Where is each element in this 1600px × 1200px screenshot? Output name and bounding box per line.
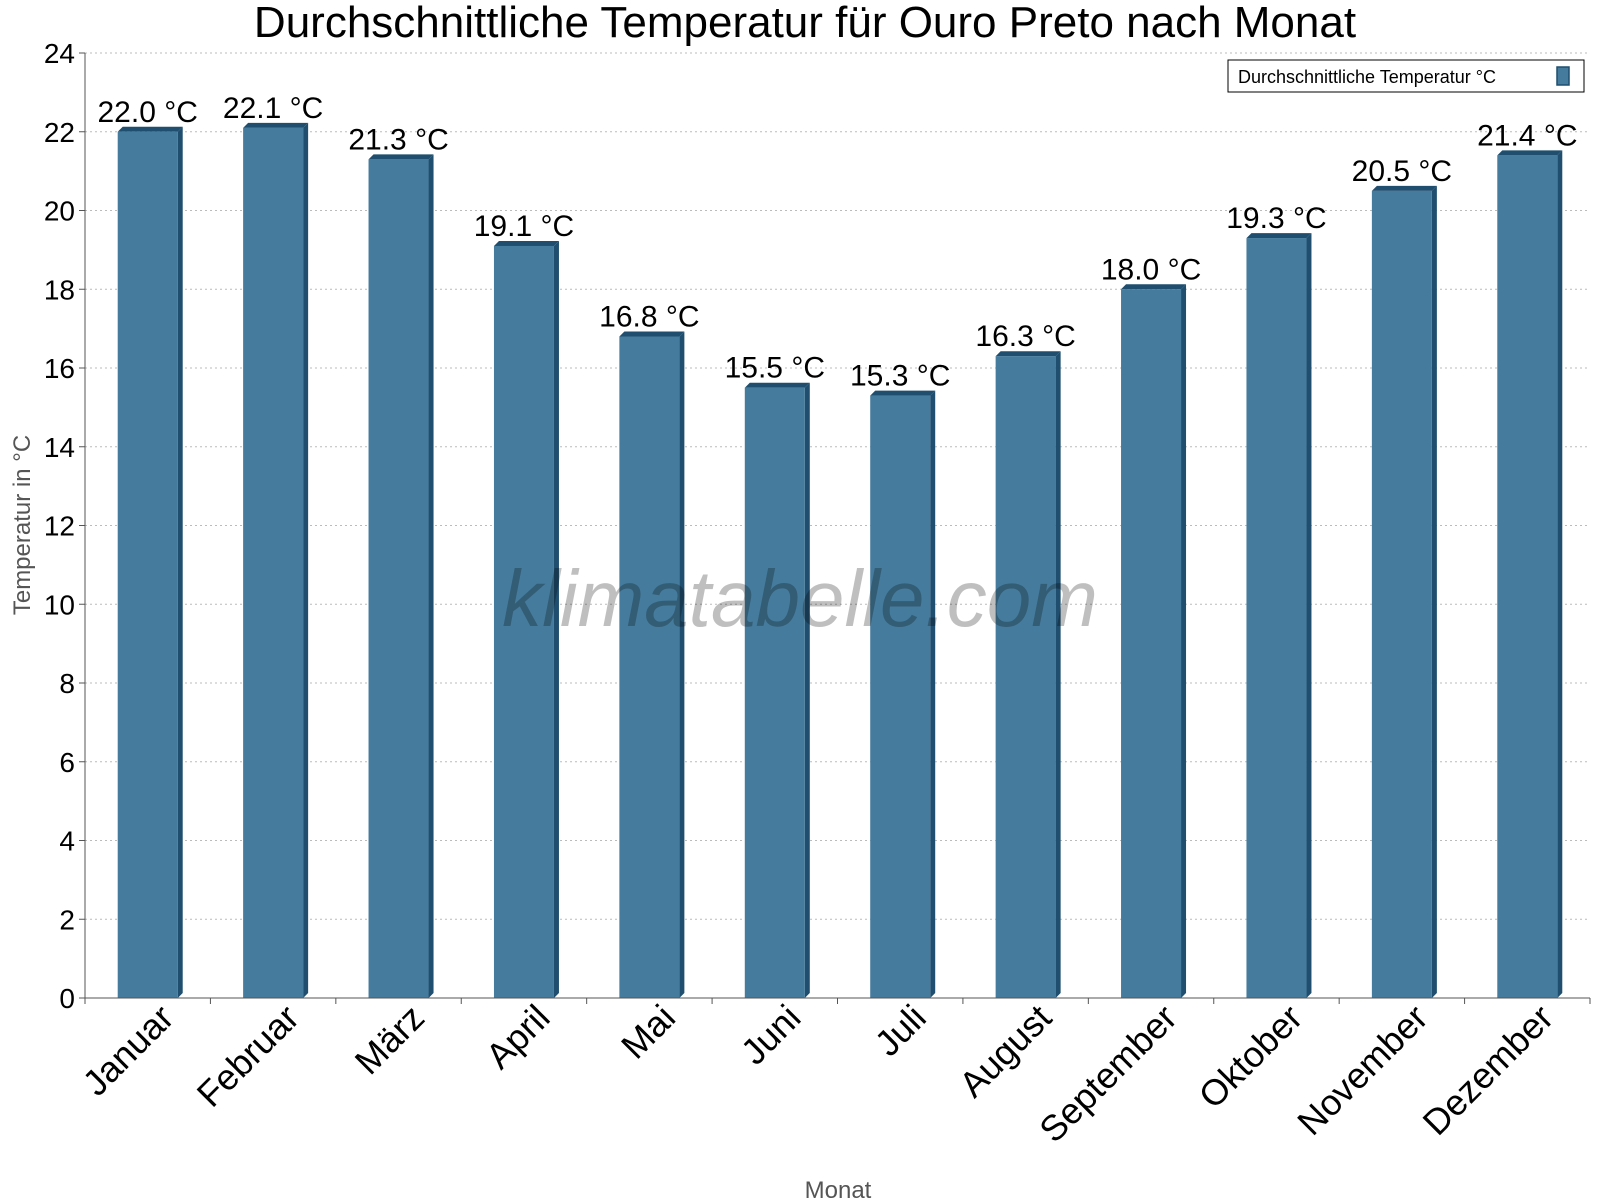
bar: [243, 122, 309, 998]
x-axis-label: Monat: [805, 1177, 872, 1200]
bar-side: [679, 331, 685, 998]
bar-value-label: 15.3 °C: [850, 360, 950, 393]
bar: [117, 126, 183, 998]
bar-side: [1306, 233, 1312, 998]
watermark: klimatabelle.com: [502, 554, 1098, 643]
bar-front: [117, 131, 178, 998]
bar-side: [804, 382, 810, 998]
bar-value-label: 19.3 °C: [1226, 202, 1326, 235]
bar-top: [744, 382, 810, 388]
bar-value-label: 21.3 °C: [348, 123, 448, 156]
bar: [870, 390, 936, 998]
bar: [368, 154, 434, 998]
bar-value-label: 15.5 °C: [725, 352, 825, 385]
bar-side: [553, 240, 559, 998]
bar-front: [1246, 238, 1307, 998]
y-axis-label: Temperatur in °C: [9, 435, 36, 615]
y-tick-label: 12: [44, 511, 75, 542]
bar-top: [1497, 150, 1563, 156]
y-tick-label: 6: [59, 747, 75, 778]
x-tick-label: August: [951, 997, 1059, 1105]
bar-value-label: 19.1 °C: [474, 210, 574, 243]
y-tick-label: 10: [44, 589, 75, 620]
bar-value-label: 22.0 °C: [98, 96, 198, 129]
bars: [117, 122, 1563, 998]
bar-front: [744, 387, 805, 998]
bar-front: [1121, 289, 1182, 998]
y-tick-label: 16: [44, 353, 75, 384]
x-tick-label: März: [347, 997, 433, 1083]
bar-front: [493, 245, 554, 998]
bar: [1121, 284, 1187, 998]
x-tick-label: Mai: [613, 997, 683, 1067]
bar-top: [1121, 284, 1187, 290]
bar-value-label: 20.5 °C: [1352, 155, 1452, 188]
bar-top: [995, 351, 1061, 357]
bar-side: [1181, 284, 1187, 998]
bar: [744, 382, 810, 998]
bar-side: [1055, 351, 1061, 998]
data-labels: 22.0 °C 22.1 °C 21.3 °C 19.1 °C 16.8 °C 15.5 …: [98, 92, 1578, 393]
bar-top: [368, 154, 434, 160]
bar: [995, 351, 1061, 998]
x-tick-label: Februar: [189, 997, 307, 1115]
bar-value-label: 21.4 °C: [1477, 119, 1577, 152]
chart-title: Durchschnittliche Temperatur für Ouro Pr…: [254, 0, 1356, 47]
bar-value-label: 22.1 °C: [223, 92, 323, 125]
x-tick-label: Dezember: [1415, 997, 1561, 1143]
bar-front: [243, 127, 304, 998]
x-tick-label: April: [478, 997, 558, 1077]
legend-swatch: [1556, 66, 1570, 86]
bar-side: [303, 122, 309, 998]
bar-side: [428, 154, 434, 998]
bar-value-label: 16.3 °C: [975, 320, 1075, 353]
bar-front: [995, 356, 1056, 998]
bar-top: [619, 331, 685, 337]
x-tick-label: September: [1031, 997, 1185, 1151]
y-tick-label: 0: [59, 983, 75, 1014]
bar-side: [177, 126, 183, 998]
bar: [1371, 185, 1437, 998]
x-tick-label: Juni: [733, 997, 809, 1073]
bar: [619, 331, 685, 998]
legend-label: Durchschnittliche Temperatur °C: [1238, 67, 1496, 87]
y-tick-label: 22: [44, 117, 75, 148]
x-tick-label: Juli: [867, 997, 934, 1064]
y-tick-label: 4: [59, 826, 75, 857]
y-tick-label: 2: [59, 904, 75, 935]
bar-side: [1431, 185, 1437, 998]
bar-top: [1371, 185, 1437, 191]
y-tick-label: 8: [59, 668, 75, 699]
bar-value-label: 18.0 °C: [1101, 253, 1201, 286]
bar-front: [870, 395, 931, 998]
bar-value-label: 16.8 °C: [599, 301, 699, 334]
grid-lines: [85, 52, 1590, 920]
x-tick-label: November: [1289, 997, 1435, 1143]
y-tick-label: 14: [44, 432, 75, 463]
bar-side: [930, 390, 936, 998]
bar-top: [1246, 233, 1312, 239]
bar-front: [1371, 190, 1432, 998]
bar-top: [493, 240, 559, 246]
bar-side: [1557, 150, 1563, 998]
bar-front: [619, 336, 680, 998]
legend: Durchschnittliche Temperatur °C: [1227, 59, 1585, 93]
bar: [1246, 233, 1312, 998]
legend-box: [1227, 59, 1585, 93]
bar-top: [243, 122, 309, 128]
bar: [1497, 150, 1563, 998]
bar-front: [1497, 155, 1558, 998]
y-tick-label: 24: [44, 38, 75, 69]
y-tick-label: 18: [44, 274, 75, 305]
bar: [493, 240, 559, 998]
x-tick-label: Januar: [75, 997, 182, 1104]
bar-front: [368, 159, 429, 998]
bar-top: [117, 126, 183, 132]
y-tick-label: 20: [44, 196, 75, 227]
bar-top: [870, 390, 936, 396]
x-tick-label: Oktober: [1191, 997, 1311, 1117]
